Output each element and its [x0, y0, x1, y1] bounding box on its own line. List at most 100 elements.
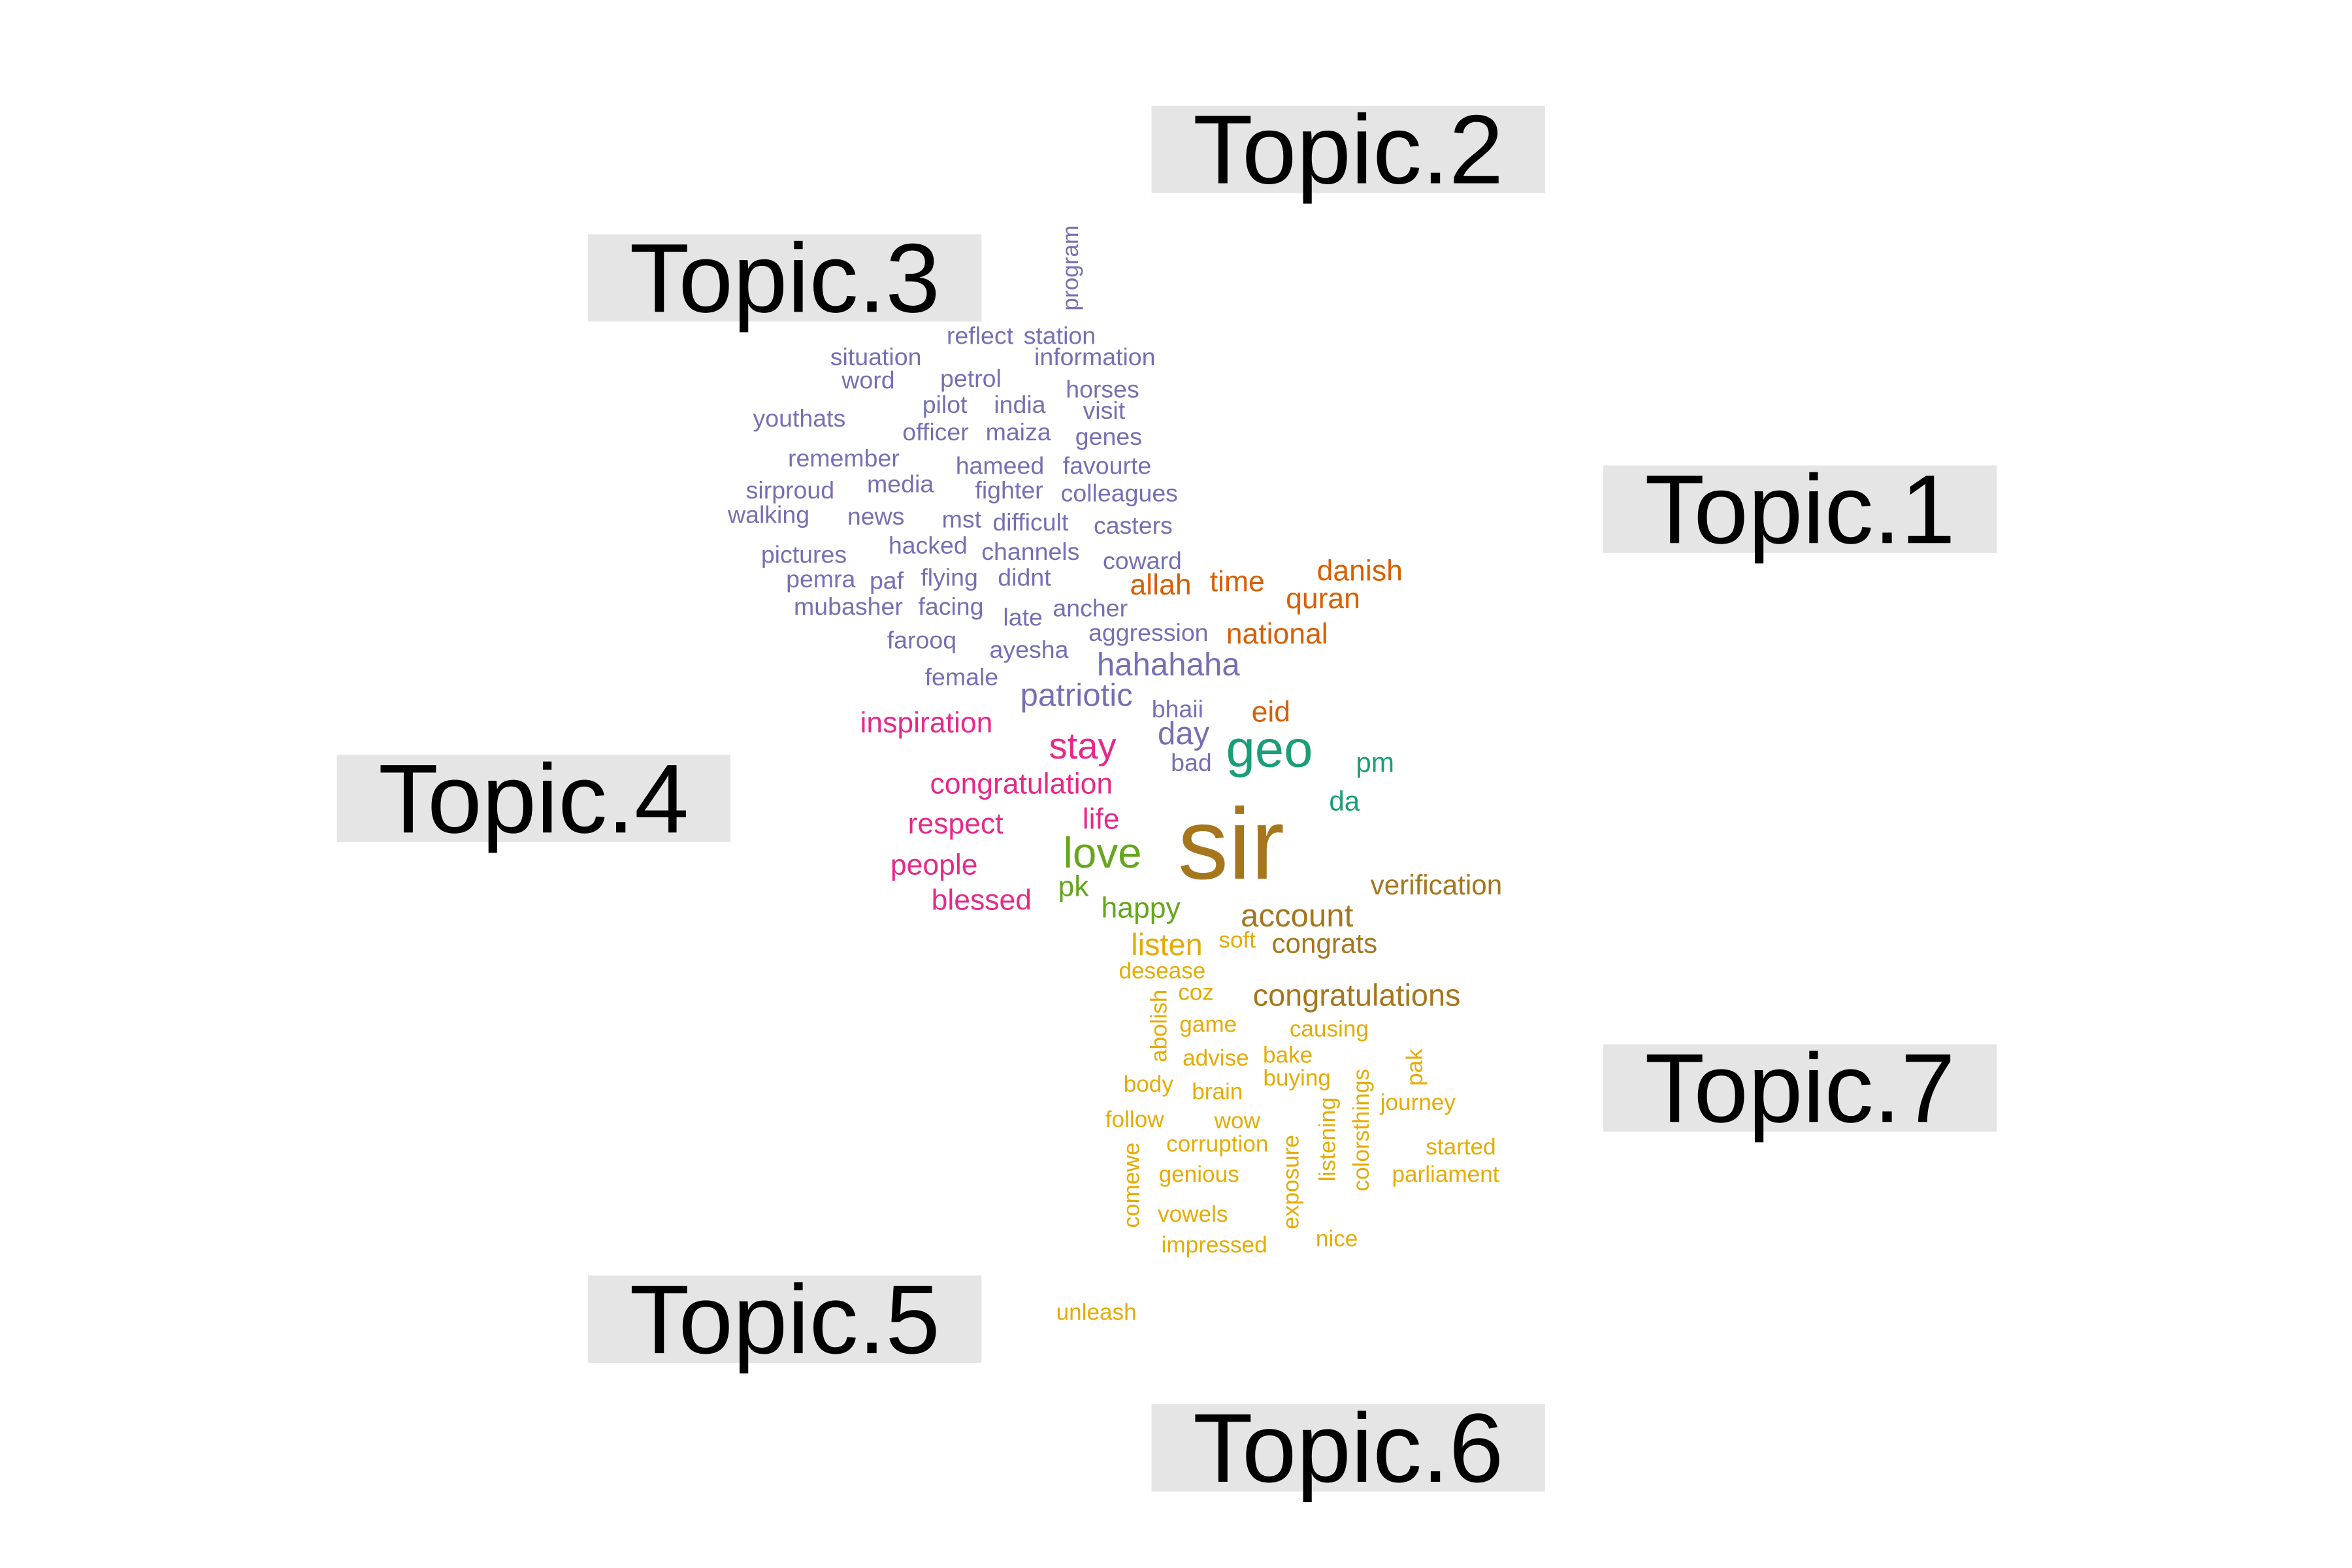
topic-label-text: Topic.4: [378, 743, 689, 853]
word-colorsthings: colorsthings: [1348, 1069, 1374, 1192]
word-abolish: abolish: [1147, 990, 1172, 1062]
word-brain: brain: [1192, 1079, 1243, 1105]
word-journey: journey: [1380, 1090, 1456, 1115]
word-channels: channels: [981, 538, 1079, 565]
word-favourte: favourte: [1063, 452, 1152, 480]
word-allah: allah: [1130, 569, 1192, 601]
word-india: india: [994, 391, 1045, 418]
word-danish: danish: [1317, 555, 1403, 587]
word-casters: casters: [1094, 512, 1173, 539]
word-da: da: [1329, 785, 1360, 816]
word-officer: officer: [902, 418, 968, 446]
word-impressed: impressed: [1162, 1232, 1267, 1258]
label-background: [1603, 465, 1997, 553]
word-coward: coward: [1103, 547, 1182, 574]
label-topic-3: Topic.3: [588, 223, 982, 333]
word-paf: paf: [870, 566, 904, 594]
word-hameed: hameed: [956, 452, 1045, 480]
topic-label-text: Topic.6: [1193, 1393, 1503, 1503]
word-listen: listen: [1131, 928, 1202, 962]
topic-label-text: Topic.5: [630, 1264, 940, 1374]
word-unleash: unleash: [1056, 1299, 1137, 1325]
word-hacked: hacked: [889, 531, 968, 559]
label-topic-7: Topic.7: [1603, 1033, 1997, 1143]
word-coz: coz: [1178, 979, 1214, 1005]
word-didnt: didnt: [998, 564, 1051, 591]
word-nice: nice: [1316, 1226, 1358, 1252]
word-media: media: [867, 470, 934, 498]
word-reflect: reflect: [947, 321, 1014, 349]
label-background: [336, 755, 730, 843]
word-game: game: [1179, 1011, 1237, 1037]
word-verification: verification: [1371, 870, 1503, 900]
word-happy: happy: [1101, 892, 1181, 924]
word-started: started: [1426, 1134, 1495, 1160]
word-bad: bad: [1171, 749, 1212, 776]
word-genious: genious: [1159, 1162, 1239, 1187]
word-situation: situation: [830, 343, 922, 370]
word-bake: bake: [1263, 1042, 1313, 1068]
word-aggression: aggression: [1088, 619, 1208, 646]
word-congratulations: congratulations: [1253, 978, 1461, 1012]
word-soft: soft: [1218, 928, 1256, 953]
word-mst: mst: [942, 506, 982, 533]
word-difficult: difficult: [992, 508, 1069, 536]
label-background: [1151, 105, 1545, 193]
word-remember: remember: [788, 444, 900, 472]
topic-label-text: Topic.1: [1644, 454, 1955, 564]
word-quran: quran: [1286, 583, 1360, 615]
word-youthats: youthats: [753, 404, 846, 432]
word-walking: walking: [727, 501, 809, 529]
word-ayesha: ayesha: [990, 636, 1069, 663]
word-colleagues: colleagues: [1061, 480, 1178, 507]
label-topic-6: Topic.6: [1151, 1393, 1545, 1503]
word-parliament: parliament: [1392, 1162, 1499, 1187]
word-congratulation: congratulation: [930, 768, 1113, 800]
word-bhaii: bhaii: [1152, 695, 1203, 723]
topic-label-text: Topic.3: [630, 223, 940, 333]
word-eid: eid: [1252, 696, 1290, 728]
label-background: [1603, 1044, 1997, 1132]
word-sir: sir: [1178, 787, 1284, 900]
word-blessed: blessed: [932, 885, 1032, 917]
word-female: female: [925, 663, 999, 691]
label-topic-2: Topic.2: [1151, 95, 1545, 204]
label-background: [1151, 1404, 1545, 1492]
label-background: [588, 234, 982, 322]
word-congrats: congrats: [1271, 928, 1377, 958]
word-hahahaha: hahahaha: [1097, 647, 1241, 683]
word-pk: pk: [1058, 871, 1089, 903]
word-flying: flying: [921, 564, 978, 591]
word-patriotic: patriotic: [1021, 678, 1133, 713]
topic-label-text: Topic.7: [1644, 1033, 1955, 1143]
word-late: late: [1003, 604, 1042, 631]
word-advise: advise: [1183, 1045, 1249, 1071]
word-body: body: [1124, 1071, 1174, 1097]
word-inspiration: inspiration: [860, 707, 993, 739]
word-pak: pak: [1402, 1049, 1428, 1086]
word-sirproud: sirproud: [746, 476, 834, 504]
word-desease: desease: [1119, 958, 1205, 983]
word-station: station: [1024, 321, 1096, 349]
word-respect: respect: [908, 808, 1004, 840]
word-corruption: corruption: [1166, 1131, 1268, 1156]
word-pm: pm: [1356, 747, 1394, 778]
word-news: news: [847, 502, 905, 530]
word-mubasher: mubasher: [794, 593, 903, 620]
word-national: national: [1226, 618, 1328, 650]
topic-labels: Topic.1 Topic.2 Topic.3 Topic.4 Topic.5 Topic…: [336, 95, 1997, 1503]
word-love: love: [1063, 829, 1141, 877]
word-stay: stay: [1049, 725, 1117, 766]
label-topic-5: Topic.5: [588, 1264, 982, 1374]
word-life: life: [1083, 803, 1120, 835]
word-facing: facing: [918, 593, 983, 620]
label-topic-4: Topic.4: [336, 743, 730, 853]
word-maiza: maiza: [986, 418, 1051, 446]
topic-label-text: Topic.2: [1193, 95, 1503, 204]
word-exposure: exposure: [1278, 1135, 1303, 1230]
word-cloud-words: program reflect station situation informatio…: [727, 225, 1502, 1325]
word-pictures: pictures: [761, 540, 847, 568]
word-pemra: pemra: [786, 565, 855, 593]
word-fighter: fighter: [975, 476, 1043, 504]
